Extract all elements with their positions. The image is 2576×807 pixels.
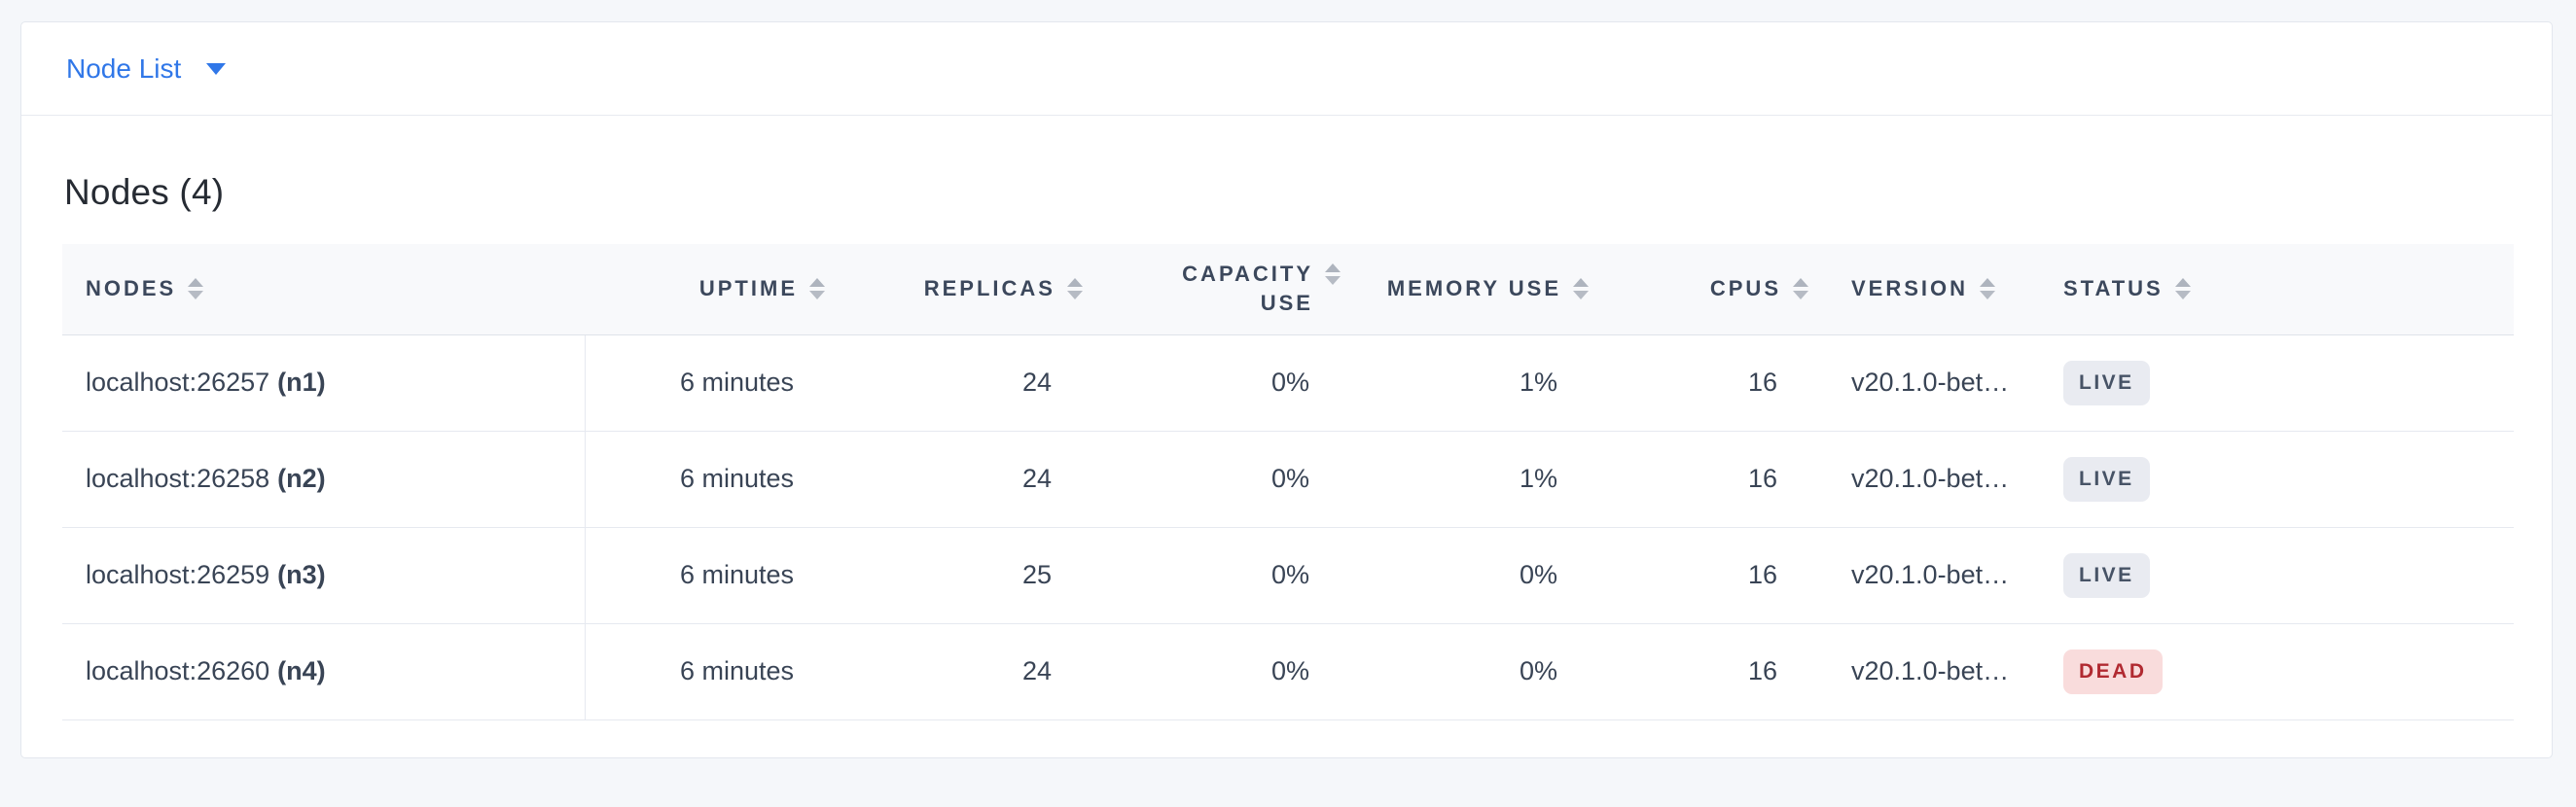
sort-icon[interactable]: [1067, 278, 1083, 300]
sort-icon[interactable]: [1793, 278, 1808, 300]
node-id: (n2): [277, 464, 326, 493]
cell-node-address: localhost:26259 (n3): [62, 527, 586, 624]
table-row: localhost:26258 (n2) 6 minutes 24 0% 1% 1…: [62, 431, 2514, 528]
cell-status: DEAD: [2034, 623, 2514, 720]
sort-icon[interactable]: [1325, 263, 1341, 286]
cell-memory-use: 1%: [1348, 334, 1596, 432]
cell-node-address: localhost:26257 (n1): [62, 334, 586, 432]
column-header-status[interactable]: STATUS: [2034, 244, 2514, 335]
cell-version: v20.1.0-bet…: [1816, 527, 2034, 624]
page-title: Nodes (4): [64, 172, 225, 212]
card-content: Nodes (4) NODES UPTIME: [21, 116, 2552, 720]
column-header-replicas[interactable]: REPLICAS: [833, 244, 1091, 335]
sort-icon[interactable]: [1980, 278, 1996, 300]
cell-cpus: 16: [1596, 334, 1816, 432]
cell-cpus: 16: [1596, 527, 1816, 624]
table-row: localhost:26259 (n3) 6 minutes 25 0% 0% 1…: [62, 527, 2514, 624]
status-badge: LIVE: [2063, 456, 2150, 502]
column-header-cpus[interactable]: CPUS: [1596, 244, 1816, 335]
cell-status: LIVE: [2034, 334, 2514, 432]
column-header-capacity-use[interactable]: CAPACITY USE: [1091, 244, 1348, 335]
column-header-version[interactable]: VERSION: [1816, 244, 2034, 335]
status-badge: LIVE: [2063, 552, 2150, 598]
cell-uptime: 6 minutes: [585, 527, 833, 624]
cell-replicas: 24: [833, 334, 1091, 432]
cell-capacity-use: 0%: [1091, 431, 1348, 528]
sort-icon[interactable]: [188, 278, 204, 300]
cell-memory-use: 0%: [1348, 527, 1596, 624]
sort-icon[interactable]: [2174, 278, 2191, 300]
status-badge: DEAD: [2063, 649, 2163, 694]
cell-memory-use: 1%: [1348, 431, 1596, 528]
node-list-card: Node List Nodes (4) NODES: [20, 21, 2553, 758]
cell-version: v20.1.0-bet…: [1816, 431, 2034, 528]
view-selector-dropdown[interactable]: Node List: [66, 53, 227, 84]
cell-uptime: 6 minutes: [585, 431, 833, 528]
cell-memory-use: 0%: [1348, 623, 1596, 720]
cell-replicas: 24: [833, 623, 1091, 720]
cell-node-address: localhost:26258 (n2): [62, 431, 586, 528]
cell-status: LIVE: [2034, 527, 2514, 624]
cell-capacity-use: 0%: [1091, 334, 1348, 432]
cell-version: v20.1.0-bet…: [1816, 334, 2034, 432]
column-header-memory-use[interactable]: MEMORY USE: [1348, 244, 1596, 335]
node-id: (n3): [277, 560, 326, 589]
column-header-nodes[interactable]: NODES: [62, 244, 585, 335]
view-selector-label: Node List: [66, 53, 182, 84]
cell-capacity-use: 0%: [1091, 527, 1348, 624]
cell-version: v20.1.0-bet…: [1816, 623, 2034, 720]
cell-uptime: 6 minutes: [585, 334, 833, 432]
cell-uptime: 6 minutes: [585, 623, 833, 720]
status-badge: LIVE: [2063, 360, 2150, 405]
cell-replicas: 25: [833, 527, 1091, 624]
cell-node-address: localhost:26260 (n4): [62, 623, 586, 720]
card-header: Node List: [21, 22, 2552, 116]
nodes-table: NODES UPTIME REPLICAS: [62, 244, 2514, 720]
cell-cpus: 16: [1596, 431, 1816, 528]
table-header-row: NODES UPTIME REPLICAS: [62, 244, 2514, 335]
sort-icon[interactable]: [809, 278, 825, 300]
caret-down-icon: [206, 62, 227, 75]
table-row: localhost:26257 (n1) 6 minutes 24 0% 1% 1…: [62, 334, 2514, 432]
cell-capacity-use: 0%: [1091, 623, 1348, 720]
table-row: localhost:26260 (n4) 6 minutes 24 0% 0% 1…: [62, 623, 2514, 720]
sort-icon[interactable]: [1573, 278, 1589, 300]
node-id: (n1): [277, 368, 326, 397]
column-header-uptime[interactable]: UPTIME: [585, 244, 833, 335]
node-id: (n4): [277, 656, 326, 685]
cell-replicas: 24: [833, 431, 1091, 528]
cell-status: LIVE: [2034, 431, 2514, 528]
cell-cpus: 16: [1596, 623, 1816, 720]
